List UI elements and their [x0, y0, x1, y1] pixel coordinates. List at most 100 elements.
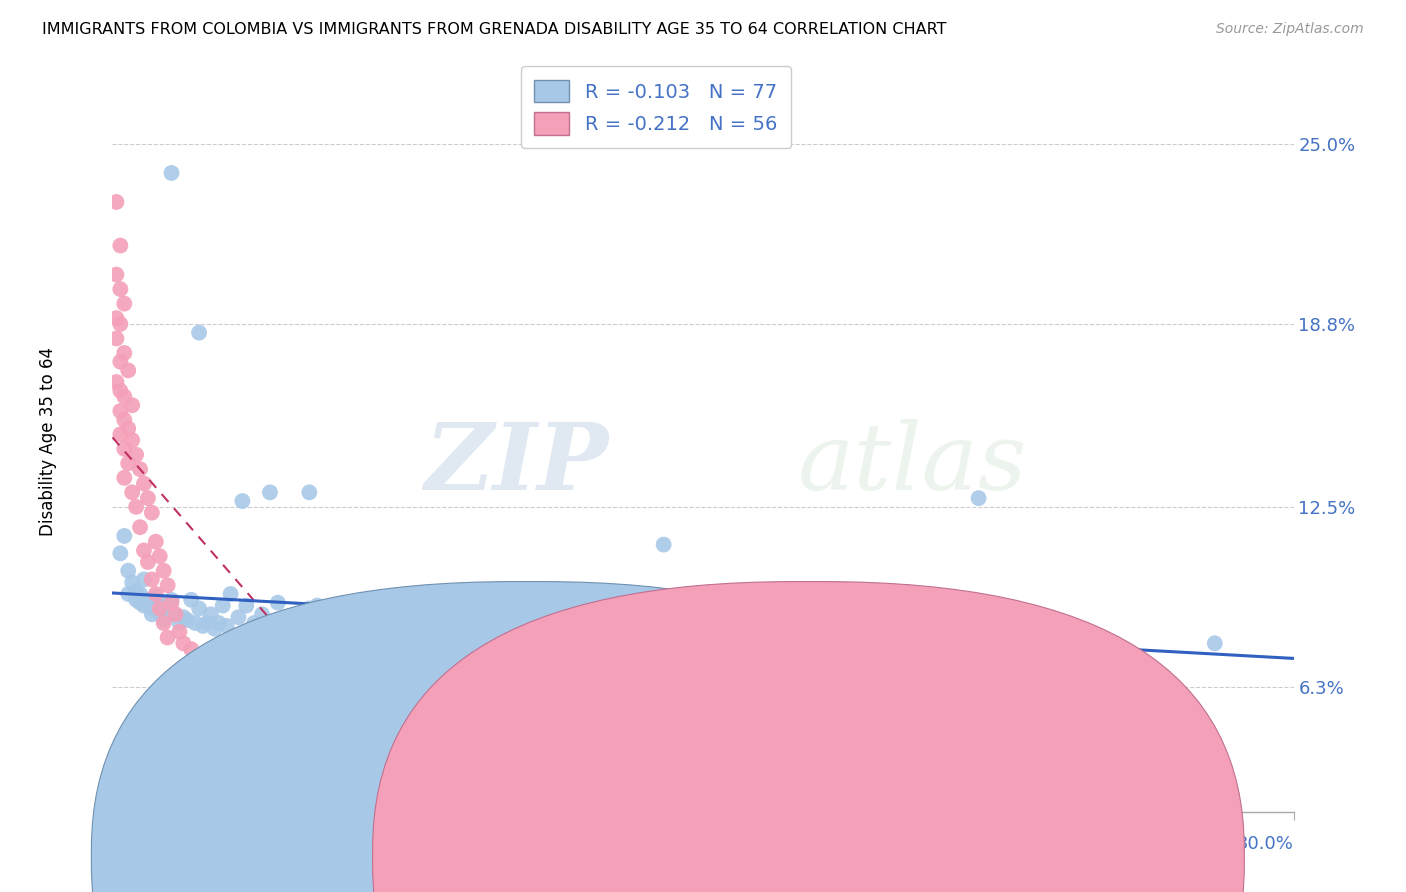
Point [307, 599, 329, 613]
Point [191, 619, 214, 633]
Point [110, 404, 132, 418]
Point [149, 607, 172, 622]
Point [416, 607, 439, 622]
Point [132, 599, 155, 613]
Point [132, 476, 155, 491]
Point [149, 599, 172, 613]
Point [172, 636, 194, 650]
Point [145, 534, 167, 549]
Point [112, 346, 135, 360]
Point [219, 587, 242, 601]
Point [110, 317, 132, 331]
Point [377, 674, 399, 689]
Point [188, 601, 211, 615]
Point [160, 596, 183, 610]
Point [200, 659, 222, 673]
Point [169, 615, 191, 630]
Point [219, 645, 242, 659]
Point [141, 573, 163, 587]
Point [184, 615, 207, 630]
Point [259, 654, 281, 668]
Point [156, 601, 179, 615]
Point [416, 682, 439, 697]
Point [105, 331, 128, 345]
Point [141, 601, 163, 615]
Point [105, 311, 128, 326]
Point [208, 615, 231, 630]
Point [314, 622, 336, 636]
Point [298, 674, 321, 689]
Point [298, 485, 321, 500]
Point [290, 615, 312, 630]
Point [156, 631, 179, 645]
Point [188, 650, 211, 665]
Point [274, 610, 297, 624]
Point [176, 613, 198, 627]
Point [495, 674, 517, 689]
Point [112, 471, 135, 485]
Point [121, 485, 143, 500]
Point [117, 587, 139, 601]
Point [215, 619, 238, 633]
Point [121, 433, 143, 447]
Text: Source: ZipAtlas.com: Source: ZipAtlas.com [1216, 22, 1364, 37]
Point [152, 613, 174, 627]
Point [180, 592, 202, 607]
Point [156, 578, 179, 592]
Point [105, 268, 128, 282]
Point [368, 674, 391, 689]
Point [337, 631, 360, 645]
Point [152, 564, 174, 578]
Point [117, 456, 139, 470]
Point [105, 194, 128, 209]
Point [145, 601, 167, 615]
Point [1204, 636, 1226, 650]
Point [416, 665, 439, 680]
Point [195, 615, 218, 630]
Point [121, 575, 143, 590]
Point [188, 326, 211, 340]
Point [112, 413, 135, 427]
Point [117, 363, 139, 377]
Point [165, 607, 187, 622]
Point [129, 462, 152, 476]
Point [160, 592, 183, 607]
Text: Immigrants from Grenada: Immigrants from Grenada [815, 847, 1042, 865]
Point [125, 448, 148, 462]
Text: 30.0%: 30.0% [1237, 835, 1294, 853]
Point [243, 615, 266, 630]
Point [298, 601, 321, 615]
Text: 0.0%: 0.0% [112, 835, 157, 853]
Point [132, 543, 155, 558]
Point [810, 599, 832, 613]
Point [110, 354, 132, 368]
Point [152, 615, 174, 630]
Point [231, 494, 253, 508]
Point [283, 633, 305, 648]
Text: ZIP: ZIP [425, 418, 609, 508]
Point [112, 390, 135, 404]
Point [204, 622, 226, 636]
Point [110, 282, 132, 296]
Text: Immigrants from Colombia: Immigrants from Colombia [534, 847, 768, 865]
Point [132, 573, 155, 587]
Legend: R = -0.103   N = 77, R = -0.212   N = 56: R = -0.103 N = 77, R = -0.212 N = 56 [520, 66, 790, 148]
Point [456, 642, 478, 657]
Point [136, 592, 159, 607]
Point [456, 659, 478, 673]
Point [110, 384, 132, 398]
Point [152, 596, 174, 610]
Point [112, 529, 135, 543]
Point [652, 538, 675, 552]
Point [259, 624, 281, 639]
Point [136, 555, 159, 569]
Point [149, 549, 172, 564]
Point [165, 607, 187, 622]
Point [322, 619, 344, 633]
Point [401, 610, 423, 624]
Point [361, 633, 384, 648]
Point [121, 398, 143, 412]
Point [129, 596, 152, 610]
Point [110, 238, 132, 252]
Point [141, 607, 163, 622]
